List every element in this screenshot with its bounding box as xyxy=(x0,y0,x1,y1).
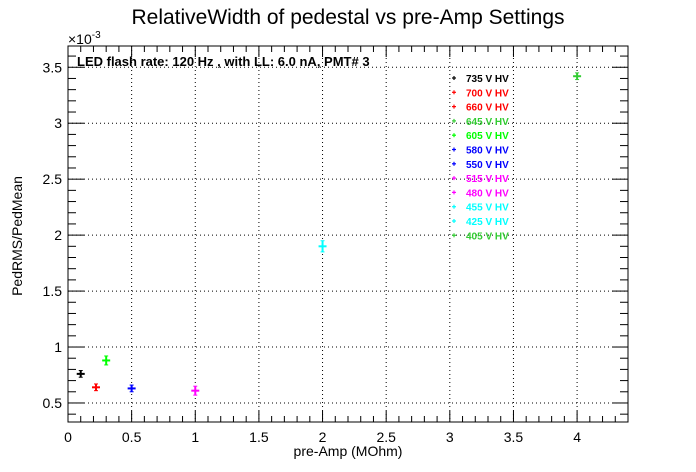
legend-label: 700 V HV xyxy=(466,88,509,99)
y-tick-label: 1.5 xyxy=(43,283,63,299)
x-tick-label: 2 xyxy=(319,429,327,445)
data-point xyxy=(102,355,111,366)
data-point xyxy=(92,383,100,392)
x-tick-label: 1 xyxy=(191,429,199,445)
data-point xyxy=(127,384,136,393)
legend-entry: 660 V HV xyxy=(452,103,509,114)
x-tick-label: 0.5 xyxy=(122,429,142,445)
y-tick-label: 0.5 xyxy=(43,395,63,411)
data-point xyxy=(191,385,200,396)
x-tick-label: 3.5 xyxy=(504,429,524,445)
data-point xyxy=(318,240,327,253)
legend-entry: 455 V HV xyxy=(452,203,509,214)
legend-entry: 515 V HV xyxy=(452,174,509,185)
legend-label: 515 V HV xyxy=(466,174,509,185)
legend-label: 660 V HV xyxy=(466,103,509,114)
y-exponent-power: -3 xyxy=(92,30,101,41)
axis-tick-labels: 0 0.5 1 1.5 2 2.5 3 3.5 4 0.5 1 1.5 2 2.5 3 3.5 xyxy=(43,59,582,445)
legend-entry: 645 V HV xyxy=(452,117,509,128)
legend-label: 645 V HV xyxy=(466,117,509,128)
legend-label: 605 V HV xyxy=(466,131,509,142)
legend: 735 V HV 700 V HV 660 V HV 645 V HV 605 V HV… xyxy=(452,74,509,242)
y-tick-label: 2 xyxy=(54,227,62,243)
legend-entry: 480 V HV xyxy=(452,188,509,199)
grid xyxy=(68,46,628,422)
legend-label: 455 V HV xyxy=(466,203,509,214)
legend-entry: 425 V HV xyxy=(452,217,509,228)
legend-entry: 580 V HV xyxy=(452,146,509,157)
y-tick-label: 2.5 xyxy=(43,171,63,187)
legend-entry: 550 V HV xyxy=(452,160,509,171)
chart-title: RelativeWidth of pedestal vs pre-Amp Set… xyxy=(131,6,564,29)
data-point xyxy=(76,370,85,378)
x-tick-label: 2.5 xyxy=(376,429,396,445)
axis-ticks xyxy=(67,46,628,422)
legend-label: 425 V HV xyxy=(466,217,509,228)
y-exponent-base: ×10 xyxy=(68,31,92,47)
legend-label: 735 V HV xyxy=(466,74,509,85)
legend-entry: 735 V HV xyxy=(452,74,509,85)
y-tick-label: 1 xyxy=(54,339,62,355)
x-tick-label: 3 xyxy=(446,429,454,445)
y-tick-label: 3 xyxy=(54,115,62,131)
legend-label: 480 V HV xyxy=(466,188,509,199)
x-tick-label: 0 xyxy=(64,429,72,445)
legend-label: 580 V HV xyxy=(466,146,509,157)
legend-entry: 405 V HV xyxy=(452,231,509,242)
legend-label: 550 V HV xyxy=(466,160,509,171)
x-tick-label: 1.5 xyxy=(249,429,269,445)
x-tick-label: 4 xyxy=(573,429,581,445)
data-point xyxy=(573,72,582,81)
data-points xyxy=(76,72,582,396)
y-tick-label: 3.5 xyxy=(43,59,63,75)
y-exponent-label: ×10-3 xyxy=(68,30,101,47)
y-axis-title: PedRMS/PedMean xyxy=(9,176,25,296)
x-axis-title: pre-Amp (MOhm) xyxy=(294,443,403,459)
legend-entry: 605 V HV xyxy=(452,131,509,142)
chart-annotation: LED flash rate: 120 Hz , with LL: 6.0 nA… xyxy=(77,54,370,69)
legend-label: 405 V HV xyxy=(466,231,509,242)
legend-entry: 700 V HV xyxy=(452,88,509,99)
